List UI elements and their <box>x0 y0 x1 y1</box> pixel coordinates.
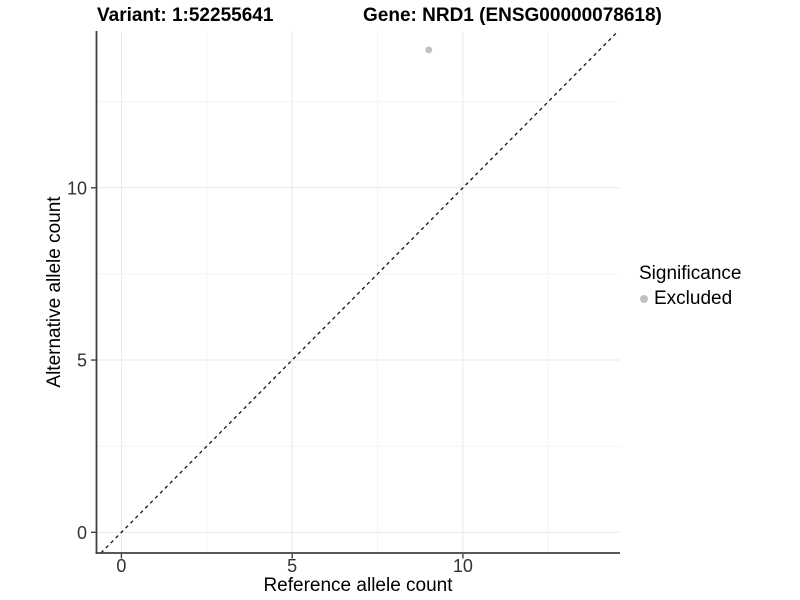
plot-title-variant: Variant: 1:52255641 <box>97 5 274 26</box>
y-tick-label: 0 <box>77 523 87 543</box>
plot-title-gene: Gene: NRD1 (ENSG00000078618) <box>363 5 662 26</box>
y-tick-label: 10 <box>67 178 87 198</box>
identity-reference-line <box>100 30 619 554</box>
x-tick-label: 0 <box>116 556 126 576</box>
x-tick-label: 10 <box>453 556 473 576</box>
y-axis-title: Alternative allele count <box>44 196 65 388</box>
legend: Significance Excluded <box>637 263 741 310</box>
legend-item-label: Excluded <box>654 288 733 309</box>
data-point <box>425 46 433 54</box>
x-tick-label: 5 <box>287 556 297 576</box>
y-tick-label: 5 <box>77 351 87 371</box>
legend-title: Significance <box>639 263 742 284</box>
x-axis-title: Reference allele count <box>263 575 453 596</box>
excluded-point-icon <box>640 295 648 303</box>
legend-item-excluded: Excluded <box>637 288 741 310</box>
